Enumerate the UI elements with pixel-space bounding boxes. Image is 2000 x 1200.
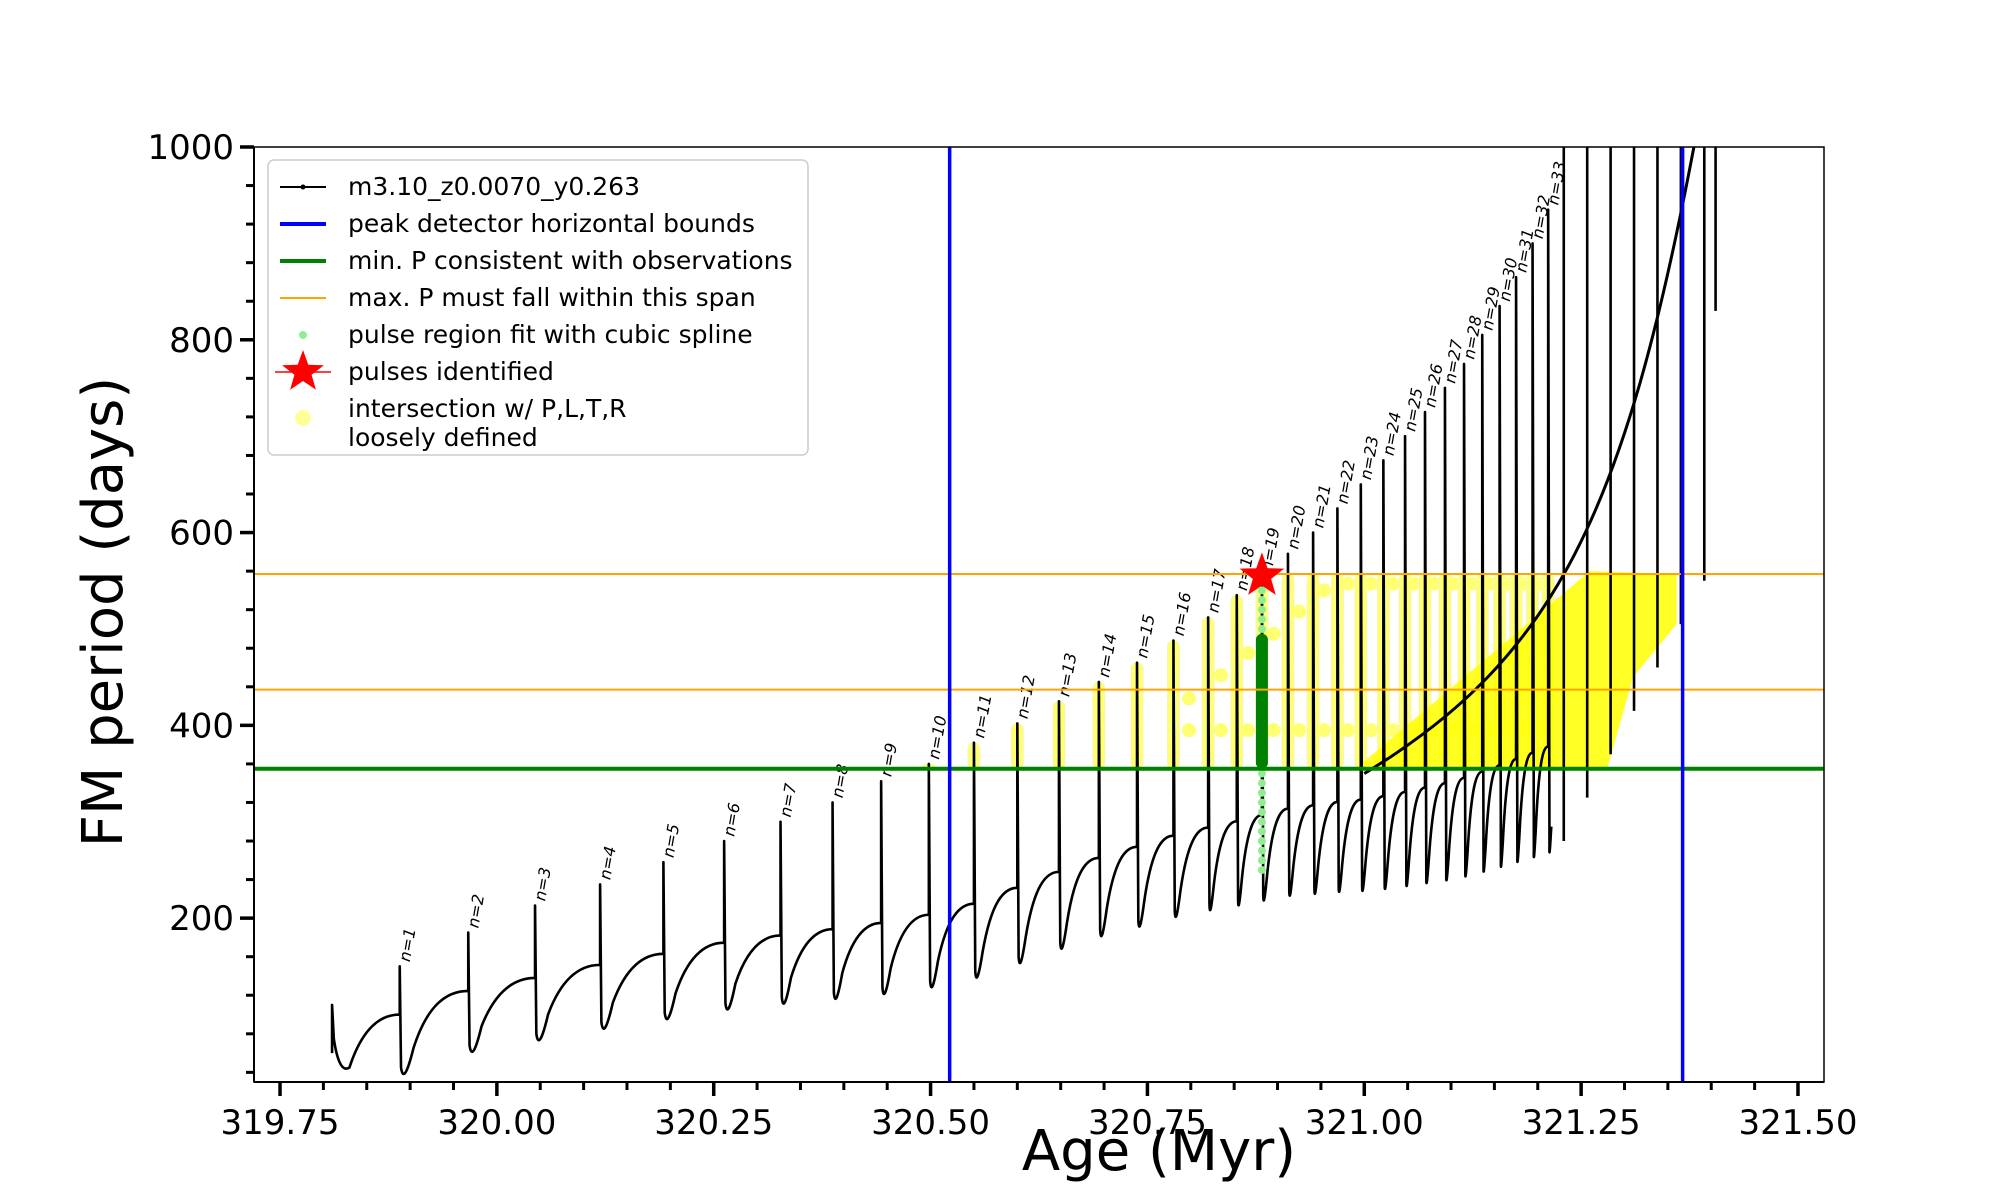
intersection-dot	[1214, 668, 1229, 683]
track-line	[330, 208, 1553, 1076]
spline-point	[1257, 808, 1266, 817]
intersection-dot	[1241, 723, 1256, 738]
track-envelope	[1363, 147, 1696, 775]
legend-label: max. P must fall within this span	[348, 283, 756, 312]
spline-point	[1257, 798, 1266, 807]
legend-label: m3.10_z0.0070_y0.263	[348, 172, 640, 201]
spline-point	[1257, 846, 1266, 855]
y-tick-label: 200	[169, 899, 234, 939]
y-tick-label: 600	[169, 514, 234, 554]
x-axis-label: Age (Myr)	[1022, 1119, 1296, 1184]
intersection-dot	[1465, 576, 1480, 591]
x-tick-label: 320.50	[871, 1103, 990, 1143]
intersection-dot	[1214, 723, 1229, 738]
legend-entry: max. P must fall within this span	[280, 283, 756, 312]
spline-point	[1257, 624, 1266, 633]
identified-pulse-star	[1239, 552, 1285, 595]
legend-swatch	[299, 331, 307, 339]
x-tick-label: 320.00	[437, 1103, 556, 1143]
legend-entry: peak detector horizontal bounds	[280, 209, 755, 238]
intersection-dot	[1446, 576, 1461, 591]
legend-swatch	[295, 410, 311, 426]
intersection-dot	[1340, 723, 1355, 738]
spline-point	[1257, 769, 1266, 778]
intersection-dot	[1317, 723, 1332, 738]
y-axis-label: FM period (days)	[71, 377, 136, 847]
spline-point	[1257, 596, 1266, 605]
spline-point	[1257, 615, 1266, 624]
x-tick-label: 320.75	[1088, 1103, 1207, 1143]
spline-point	[1257, 827, 1266, 836]
spline-point	[1257, 779, 1266, 788]
spline-point	[1257, 837, 1266, 846]
legend-label: min. P consistent with observations	[348, 246, 793, 275]
intersection-dot	[1182, 691, 1197, 706]
spline-fit-band	[1255, 633, 1268, 769]
x-tick-label: 321.25	[1522, 1103, 1641, 1143]
x-tick-label: 321.00	[1305, 1103, 1424, 1143]
legend-swatch-dot	[300, 184, 306, 190]
legend-label: pulses identified	[348, 357, 554, 386]
spline-point	[1257, 586, 1266, 595]
x-tick-label: 321.50	[1738, 1103, 1857, 1143]
intersection-dot	[1363, 576, 1378, 591]
y-tick-label: 1000	[147, 128, 234, 168]
intersection-dot	[1182, 723, 1197, 738]
legend-entry: pulses identified	[275, 350, 554, 390]
legend-entry: min. P consistent with observations	[280, 246, 793, 275]
spline-point	[1257, 865, 1266, 874]
intersection-dot	[1386, 576, 1401, 591]
intersection-dot	[1363, 723, 1378, 738]
plot-content: n=1n=2n=3n=4n=5n=6n=7n=8n=9 n=10 n=11 n=12 n…	[254, 147, 1824, 1082]
legend-label: peak detector horizontal bounds	[348, 209, 755, 238]
y-tick-label: 800	[169, 321, 234, 361]
intersection-dot	[1317, 583, 1332, 598]
x-tick-label: 319.75	[221, 1103, 340, 1143]
axes: 319.75 320.00 320.25 320.50 320.75 321.00 321.…	[147, 128, 1857, 1143]
plot-area: n=1n=2n=3n=4n=5n=6n=7n=8n=9 n=10 n=11 n=12 n…	[254, 147, 1824, 1082]
legend-label: pulse region fit with cubic spline	[348, 320, 753, 349]
intersection-dot	[1266, 626, 1281, 641]
legend-swatch	[282, 350, 324, 390]
intersection-dot	[1292, 604, 1307, 619]
spline-point	[1257, 788, 1266, 797]
intersection-dot	[1386, 723, 1401, 738]
intersection-dot	[1266, 723, 1281, 738]
legend-label: loosely defined	[348, 423, 538, 452]
legend-box	[267, 159, 809, 456]
legend-label: intersection w/ P,L,T,R	[348, 394, 627, 423]
spline-point	[1257, 605, 1266, 614]
intersection-dot	[1426, 576, 1441, 591]
intersection-dot	[1292, 723, 1307, 738]
intersection-dot	[1241, 646, 1256, 661]
intersection-dot	[1407, 576, 1422, 591]
legend-entry: pulse region fit with cubic spline	[299, 320, 753, 349]
legend-entry: m3.10_z0.0070_y0.263	[280, 172, 640, 201]
spline-point	[1257, 817, 1266, 826]
spline-fit	[1255, 576, 1268, 874]
intersection-dot	[1340, 576, 1355, 591]
y-tick-label: 400	[169, 706, 234, 746]
spline-point	[1257, 856, 1266, 865]
x-tick-label: 320.25	[654, 1103, 773, 1143]
